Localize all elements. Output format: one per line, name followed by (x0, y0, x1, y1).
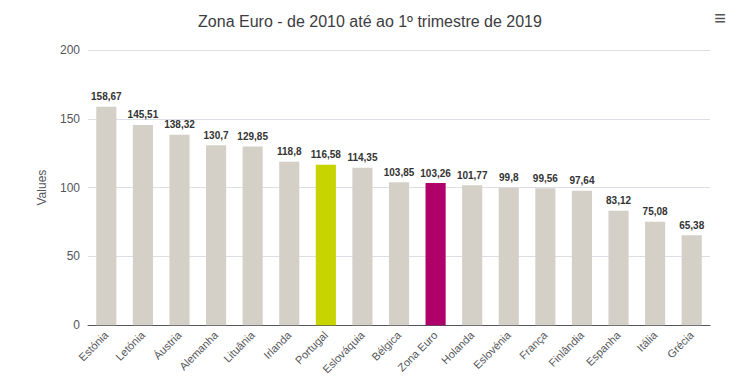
svg-text:130,7: 130,7 (204, 130, 229, 141)
svg-text:97,64: 97,64 (569, 175, 594, 186)
svg-text:200: 200 (60, 43, 80, 57)
svg-text:145,51: 145,51 (128, 109, 159, 120)
svg-text:114,35: 114,35 (347, 152, 377, 163)
svg-text:75,08: 75,08 (643, 206, 668, 217)
svg-text:Portugal: Portugal (293, 329, 330, 366)
svg-text:99,56: 99,56 (533, 173, 558, 184)
svg-text:≡: ≡ (714, 7, 726, 29)
svg-text:Lituânia: Lituânia (221, 328, 257, 364)
svg-text:0: 0 (73, 318, 80, 332)
svg-text:Eslováquia: Eslováquia (320, 328, 367, 375)
svg-text:Irlanda: Irlanda (261, 328, 294, 361)
svg-text:Letónia: Letónia (113, 328, 148, 363)
svg-text:99,8: 99,8 (499, 172, 519, 183)
svg-text:138,32: 138,32 (164, 119, 195, 130)
svg-text:Alemanha: Alemanha (177, 328, 221, 372)
svg-text:Estónia: Estónia (76, 328, 111, 363)
svg-text:129,85: 129,85 (237, 131, 268, 142)
svg-text:Values: Values (35, 170, 49, 206)
svg-text:Zona Euro: Zona Euro (395, 329, 440, 374)
svg-text:118,8: 118,8 (277, 146, 302, 157)
svg-text:103,85: 103,85 (384, 167, 415, 178)
svg-text:103,26: 103,26 (420, 168, 451, 179)
svg-text:Finlândia: Finlândia (546, 328, 587, 369)
svg-text:Grécia: Grécia (665, 328, 697, 360)
svg-text:150: 150 (60, 112, 80, 126)
svg-text:Itália: Itália (634, 328, 660, 354)
svg-text:83,12: 83,12 (606, 195, 631, 206)
svg-text:65,38: 65,38 (679, 220, 704, 231)
svg-text:100: 100 (60, 181, 80, 195)
svg-text:116,58: 116,58 (311, 149, 341, 160)
svg-text:158,67: 158,67 (91, 91, 122, 102)
svg-text:Eslovénia: Eslovénia (471, 328, 514, 371)
svg-text:Espanha: Espanha (584, 328, 624, 368)
svg-text:50: 50 (67, 249, 81, 263)
svg-text:França: França (517, 328, 550, 361)
svg-text:101,77: 101,77 (457, 170, 488, 181)
svg-text:Bélgica: Bélgica (369, 328, 404, 363)
svg-text:Zona Euro - de 2010 até ao 1º: Zona Euro - de 2010 até ao 1º trimestre … (198, 13, 542, 30)
svg-text:Áustria: Áustria (151, 328, 184, 361)
svg-text:Holanda: Holanda (439, 328, 477, 366)
